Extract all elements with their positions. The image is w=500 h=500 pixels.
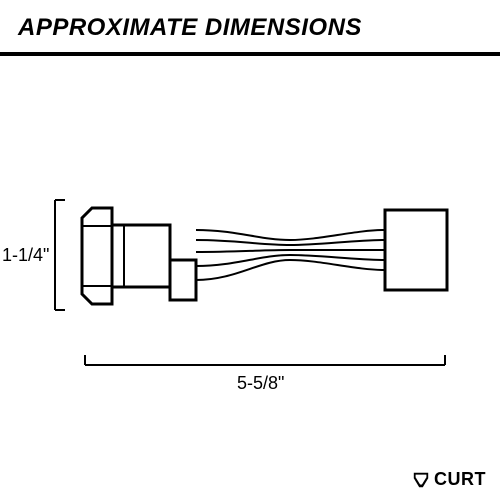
diagram-area: 1-1/4" 5-5/8" (0, 60, 500, 460)
brand-badge: CURT (412, 469, 486, 490)
title-bar: APPROXIMATE DIMENSIONS (0, 0, 500, 56)
curt-logo-icon (412, 471, 430, 489)
width-dimension-label: 5-5/8" (237, 373, 284, 394)
height-dimension-label: 1-1/4" (2, 245, 49, 266)
brand-name: CURT (434, 469, 486, 490)
dimension-diagram (0, 60, 500, 460)
page-title: APPROXIMATE DIMENSIONS (18, 14, 482, 42)
